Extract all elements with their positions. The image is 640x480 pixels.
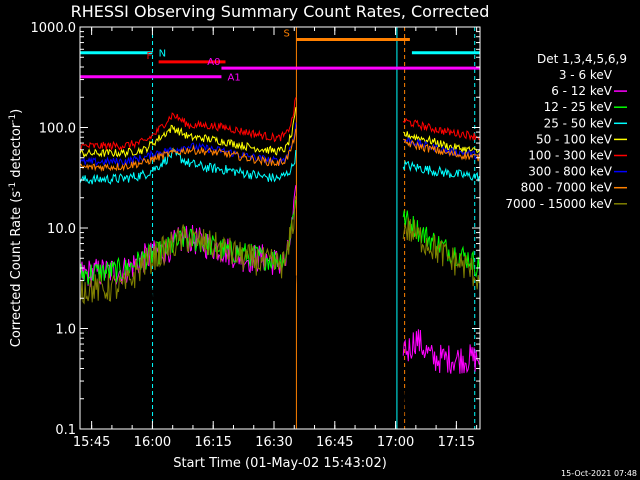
- y-axis-label-sup2: -1: [8, 114, 18, 123]
- legend-label: 6 - 12 keV: [551, 84, 613, 98]
- flag-label-s: S: [283, 29, 289, 40]
- x-tick-label: 16:15: [194, 435, 231, 450]
- legend-label: 12 - 25 keV: [544, 100, 613, 114]
- legend-label: 3 - 6 keV: [559, 68, 613, 82]
- flag-label-a0: A0: [207, 57, 220, 68]
- legend-label: 7000 - 15000 keV: [505, 197, 612, 211]
- y-tick-label: 1.0: [55, 323, 76, 338]
- series-line-5: [80, 97, 480, 151]
- chart-title: RHESSI Observing Summary Count Rates, Co…: [71, 2, 490, 21]
- y-axis-label-main: Corrected Count Rate (s: [9, 191, 24, 348]
- timestamp: 15-Oct-2021 07:48: [561, 469, 637, 478]
- y-tick-label: 1000.0: [31, 21, 77, 36]
- legend-label: 300 - 800 keV: [528, 165, 612, 179]
- legend-label: 25 - 50 keV: [544, 116, 613, 130]
- series-line-0: [80, 271, 416, 429]
- legend-label: 50 - 100 keV: [536, 132, 613, 146]
- legend-title: Det 1,3,4,5,6,9: [537, 52, 627, 66]
- series-line-7: [80, 128, 480, 172]
- series-line-6: [80, 122, 480, 168]
- y-axis-label-end: ): [9, 109, 24, 114]
- axes: 0.1 1.0 10.0 100.0 1000.0 15:45 16:00 16:15 16:3…: [31, 21, 481, 450]
- legend-label: 100 - 300 keV: [528, 149, 612, 163]
- legend-label: 800 - 7000 keV: [521, 181, 613, 195]
- series-line-4: [80, 107, 480, 159]
- series-layer: [80, 97, 480, 429]
- legend: Det 1,3,4,5,6,9 3 - 6 keV 6 - 12 keV 12 - 2…: [505, 52, 627, 211]
- flag-label-a1: A1: [228, 73, 241, 84]
- x-tick-label: 15:45: [73, 435, 110, 450]
- plot-area: [80, 27, 476, 429]
- x-tick-label: 16:30: [255, 435, 292, 450]
- x-axis-label: Start Time (01-May-02 15:43:02): [173, 456, 387, 471]
- y-axis-label-sup1: -1: [8, 182, 18, 191]
- series-line-8: [80, 195, 480, 305]
- y-tick-label: 100.0: [39, 122, 76, 137]
- y-tick-label: 10.0: [47, 222, 76, 237]
- series-line-3: [80, 147, 480, 185]
- flag-label-f: F: [146, 51, 152, 62]
- x-tick-label: 16:45: [316, 435, 353, 450]
- y-tick-label: 0.1: [55, 423, 76, 438]
- x-tick-label: 17:15: [438, 435, 475, 450]
- x-tick-label: 16:00: [134, 435, 171, 450]
- x-tick-label: 17:00: [377, 435, 414, 450]
- flags-layer: N S F A0 A1: [80, 29, 480, 84]
- y-axis-label-mid: detector: [9, 122, 24, 182]
- y-axis-label: Corrected Count Rate (s-1 detector-1): [8, 109, 24, 347]
- flag-label-n: N: [159, 49, 166, 60]
